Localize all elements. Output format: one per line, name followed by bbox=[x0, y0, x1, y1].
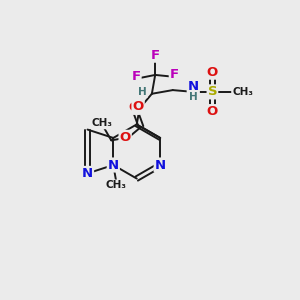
Text: O: O bbox=[128, 101, 139, 114]
Text: CH₃: CH₃ bbox=[91, 118, 112, 128]
Text: N: N bbox=[188, 80, 199, 93]
Text: CH₃: CH₃ bbox=[232, 87, 253, 97]
Text: F: F bbox=[170, 68, 179, 81]
Text: F: F bbox=[151, 49, 160, 62]
Text: O: O bbox=[133, 100, 144, 113]
Text: N: N bbox=[154, 158, 166, 172]
Text: H: H bbox=[189, 92, 198, 102]
Text: O: O bbox=[207, 105, 218, 118]
Text: H: H bbox=[138, 87, 147, 97]
Text: O: O bbox=[119, 131, 131, 144]
Text: S: S bbox=[208, 85, 217, 98]
Text: N: N bbox=[82, 167, 93, 180]
Text: CH₃: CH₃ bbox=[106, 180, 127, 190]
Text: F: F bbox=[131, 70, 141, 83]
Text: O: O bbox=[207, 66, 218, 79]
Text: N: N bbox=[108, 158, 119, 172]
